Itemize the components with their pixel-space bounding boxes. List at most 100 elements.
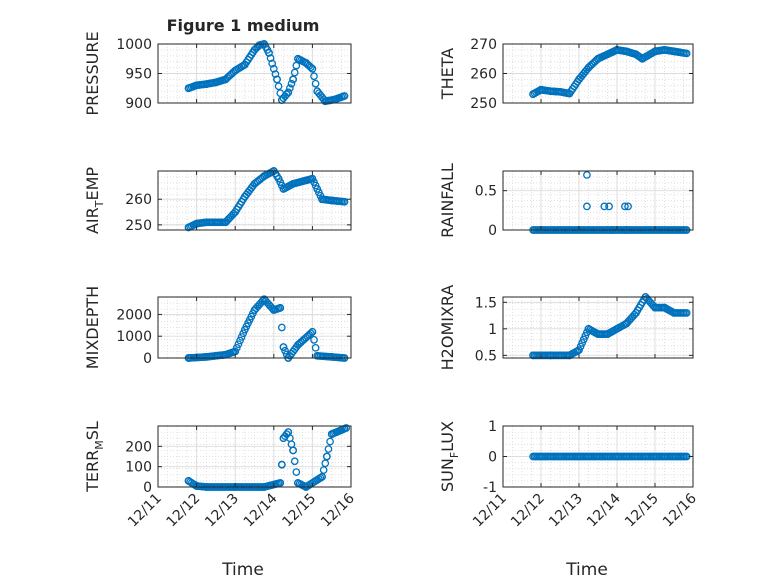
data-point	[584, 324, 593, 333]
data-point	[255, 41, 264, 50]
y-tick-label: 1.5	[475, 295, 497, 311]
data-point	[321, 97, 330, 106]
y-axis-label: MIXDEPTH	[83, 286, 102, 369]
data-point	[269, 64, 278, 73]
data-point	[327, 196, 336, 205]
y-tick-label: 2000	[116, 307, 152, 323]
data-point	[310, 72, 318, 81]
data-point	[594, 54, 602, 63]
data-point	[192, 81, 201, 90]
data-point	[241, 192, 249, 201]
data-point	[311, 79, 320, 88]
y-tick-label: -1	[483, 480, 497, 496]
data-point	[202, 218, 211, 227]
data-point	[622, 47, 631, 56]
data-point	[287, 79, 296, 88]
data-point	[565, 89, 574, 98]
data-point	[308, 174, 317, 183]
x-axis-label-left: Time	[221, 560, 264, 580]
data-point	[279, 434, 288, 443]
data-point	[660, 303, 669, 312]
y-tick-label: 900	[125, 96, 152, 112]
data-point	[237, 333, 246, 341]
axes-box	[502, 170, 694, 231]
data-point	[583, 202, 591, 211]
data-point	[579, 335, 588, 344]
y-tick-label: 0	[488, 450, 497, 466]
x-tick-label: 12/14	[584, 490, 624, 530]
y-axis-label: AIRTEMP	[83, 167, 106, 234]
y-tick-label: 260	[470, 67, 497, 83]
data-point	[241, 60, 249, 69]
data-point	[258, 297, 267, 305]
data-point	[575, 75, 583, 84]
data-point	[565, 351, 574, 360]
data-point	[660, 46, 669, 54]
x-tick-label: 12/16	[318, 490, 358, 530]
data-point	[340, 197, 349, 206]
data-point	[302, 59, 310, 67]
y-tick-label: 1000	[116, 37, 152, 53]
data-point	[682, 49, 691, 58]
data-point	[289, 179, 297, 188]
data-point	[632, 309, 640, 317]
data-point	[546, 87, 555, 96]
data-point	[212, 78, 220, 87]
data-point	[184, 84, 193, 93]
data-point	[271, 70, 280, 78]
data-point	[326, 437, 334, 446]
data-point	[576, 342, 585, 351]
data-point	[529, 351, 537, 360]
data-point	[250, 179, 259, 188]
data-point	[284, 428, 293, 436]
y-tick-label: 1000	[116, 329, 152, 345]
data-point	[670, 309, 678, 317]
data-point	[624, 202, 632, 211]
data-point	[594, 330, 602, 338]
x-tick-label: 12/11	[470, 491, 510, 531]
axes-box	[157, 425, 352, 488]
data-point	[250, 306, 259, 314]
subplot-6: 0.5 1 1.5 H2OMIXRA	[438, 285, 694, 370]
data-point	[266, 54, 275, 63]
data-point	[202, 353, 211, 361]
data-point	[605, 202, 613, 211]
data-point	[342, 424, 351, 432]
data-point	[313, 185, 322, 193]
data-point	[234, 340, 243, 349]
y-tick-label: 0	[143, 351, 152, 367]
data-point	[583, 171, 591, 179]
data-point	[274, 174, 283, 183]
data-point	[313, 87, 322, 96]
data-point	[277, 323, 286, 332]
y-tick-label: 270	[470, 37, 497, 53]
y-tick-label: 0.5	[475, 348, 497, 364]
data-point	[537, 85, 545, 94]
y-axis-label: TERRMSL	[83, 421, 106, 493]
data-point	[310, 335, 318, 344]
data-point	[192, 482, 201, 490]
data-point	[306, 329, 315, 338]
y-tick-label: 1	[488, 322, 497, 338]
data-point	[232, 343, 241, 352]
data-point	[584, 63, 593, 72]
y-axis-label: RAINFALL	[438, 163, 457, 238]
data-point	[651, 303, 659, 312]
data-point	[622, 319, 631, 328]
x-tick-label: 12/11	[125, 491, 165, 531]
axes-box	[157, 296, 352, 359]
data-point	[613, 324, 621, 333]
data-point	[321, 459, 330, 468]
data-point	[260, 295, 268, 304]
data-point	[319, 466, 328, 474]
data-point	[277, 460, 286, 469]
x-tick-label: 12/15	[279, 491, 319, 531]
data-point	[294, 479, 302, 487]
axes-box	[157, 170, 352, 231]
x-tick-label: 12/12	[508, 491, 548, 531]
data-point	[265, 48, 273, 57]
data-point	[276, 479, 285, 487]
y-axis-label: THETA	[438, 48, 457, 100]
